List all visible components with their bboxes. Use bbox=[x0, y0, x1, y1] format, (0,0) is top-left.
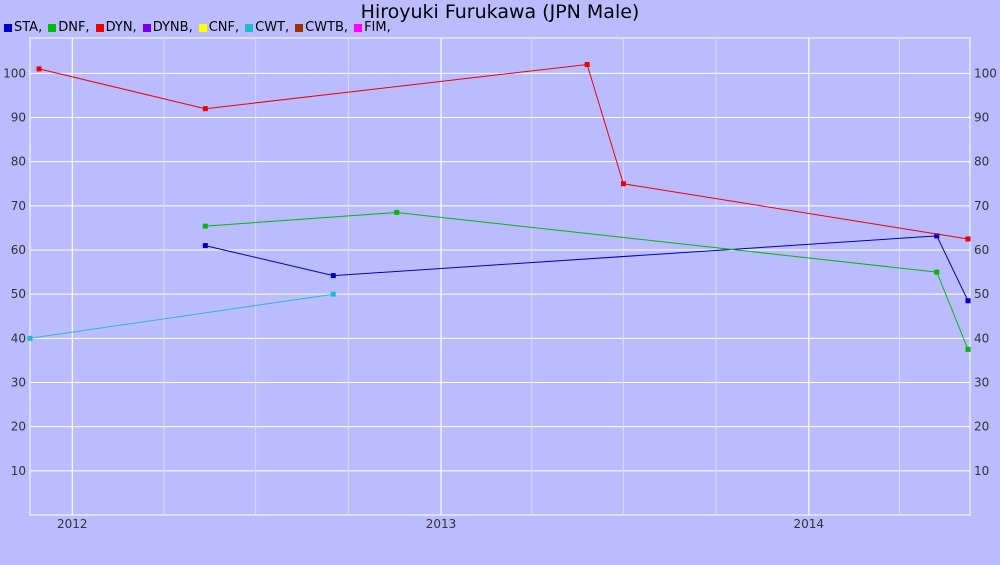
data-point-dnf bbox=[934, 269, 940, 275]
legend-item: DNF, bbox=[48, 20, 90, 35]
legend-item: CWT, bbox=[245, 20, 289, 35]
data-point-sta bbox=[934, 233, 940, 239]
y-tick-label-left: 30 bbox=[11, 376, 26, 390]
data-point-dnf bbox=[965, 346, 971, 352]
legend-swatch bbox=[198, 23, 207, 32]
y-tick-label-right: 90 bbox=[974, 111, 989, 125]
legend-item: CWTB, bbox=[295, 20, 348, 35]
series-line-dyn bbox=[38, 63, 969, 240]
y-tick-label-left: 60 bbox=[11, 243, 26, 257]
legend-label: DNF, bbox=[58, 20, 90, 35]
legend-swatch bbox=[142, 23, 151, 32]
legend-swatch bbox=[295, 23, 304, 32]
data-point-sta bbox=[330, 273, 336, 279]
legend-swatch bbox=[4, 23, 12, 32]
y-tick-label-right: 60 bbox=[974, 243, 989, 257]
legend-item: DYNB, bbox=[142, 20, 193, 35]
legend-swatch bbox=[245, 23, 254, 32]
data-point-cwt bbox=[330, 291, 336, 297]
data-point-dyn bbox=[36, 66, 42, 72]
plot-area bbox=[29, 37, 971, 516]
legend-label: DYNB, bbox=[152, 20, 193, 35]
data-point-dyn bbox=[202, 106, 208, 112]
legend-swatch bbox=[95, 23, 104, 32]
data-point-dnf bbox=[202, 223, 208, 229]
data-point-dyn bbox=[965, 236, 971, 242]
data-point-dyn bbox=[584, 62, 590, 67]
y-tick-label-right: 30 bbox=[974, 376, 989, 390]
y-tick-label-right: 10 bbox=[974, 464, 989, 478]
data-point-dyn bbox=[620, 181, 626, 187]
legend-label: CNF, bbox=[208, 20, 240, 35]
legend-label: FIM, bbox=[364, 20, 391, 35]
y-tick-label-right: 100 bbox=[974, 66, 997, 80]
legend: STA, DNF, DYN, DYNB, CNF, CWT, CWTB, FIM, bbox=[4, 20, 397, 35]
legend-item: CNF, bbox=[198, 20, 240, 35]
series-line-sta bbox=[205, 235, 969, 302]
x-tick-label: 2013 bbox=[426, 517, 457, 531]
legend-label: STA, bbox=[14, 20, 43, 35]
data-point-dnf bbox=[394, 209, 400, 215]
y-tick-label-left: 90 bbox=[11, 111, 26, 125]
legend-label: CWTB, bbox=[305, 20, 349, 35]
y-tick-label-right: 50 bbox=[974, 287, 989, 301]
legend-swatch bbox=[48, 23, 57, 32]
y-tick-label-right: 20 bbox=[974, 420, 989, 434]
legend-item: DYN, bbox=[95, 20, 137, 35]
y-tick-label-right: 40 bbox=[974, 331, 989, 345]
legend-label: CWT, bbox=[255, 20, 290, 35]
legend-item: STA, bbox=[4, 20, 42, 35]
series-line-cwt bbox=[29, 293, 334, 339]
y-tick-label-left: 20 bbox=[11, 420, 26, 434]
chart-title: Hiroyuki Furukawa (JPN Male) bbox=[360, 1, 640, 23]
data-point-cwt bbox=[27, 335, 33, 341]
y-tick-label-left: 10 bbox=[11, 464, 26, 478]
y-tick-label-left: 100 bbox=[3, 66, 26, 80]
y-tick-label-right: 80 bbox=[974, 155, 989, 169]
legend-swatch bbox=[354, 23, 363, 32]
data-point-sta bbox=[965, 298, 971, 304]
y-tick-label-right: 70 bbox=[974, 199, 989, 213]
data-point-sta bbox=[202, 243, 208, 249]
y-tick-label-left: 80 bbox=[11, 155, 26, 169]
y-tick-label-left: 40 bbox=[11, 331, 26, 345]
x-tick-label: 2012 bbox=[57, 517, 88, 531]
legend-item: FIM, bbox=[354, 20, 391, 35]
legend-label: DYN, bbox=[105, 20, 137, 35]
y-tick-label-left: 50 bbox=[11, 287, 26, 301]
y-tick-label-left: 70 bbox=[11, 199, 26, 213]
series-line-dnf bbox=[205, 211, 969, 350]
x-tick-label: 2014 bbox=[794, 517, 825, 531]
